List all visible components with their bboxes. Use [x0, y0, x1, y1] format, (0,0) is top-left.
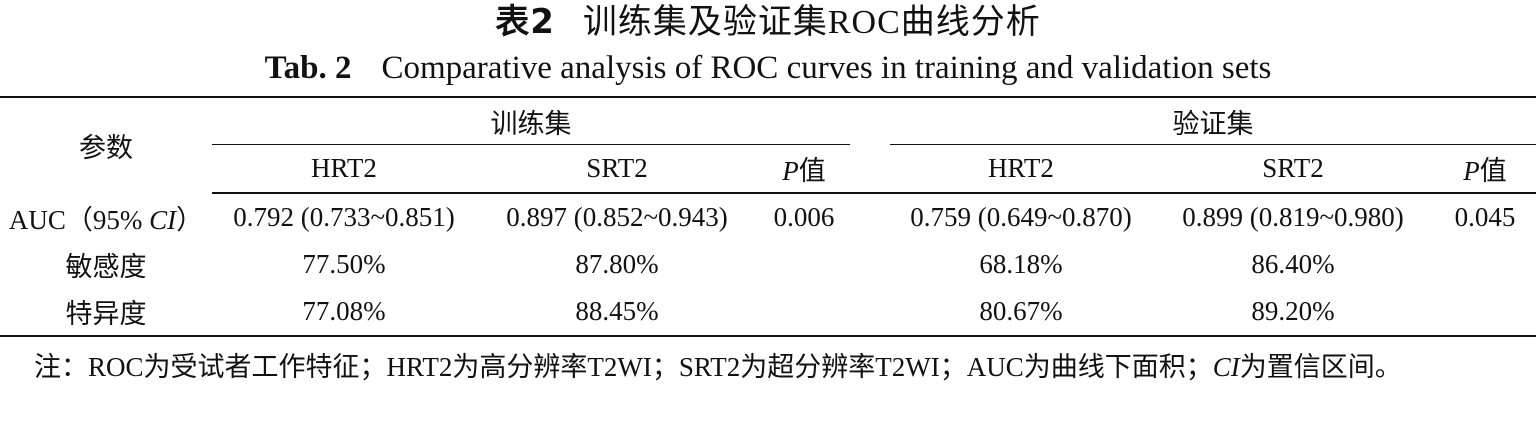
cell-valid-p-sensitivity [1434, 241, 1536, 288]
table-number-chinese: 表2 [495, 2, 555, 42]
row-label-sensitivity: 敏感度 [65, 252, 147, 282]
table-title-english: Tab. 2 Comparative analysis of ROC curves… [0, 48, 1536, 88]
table-row-auc: AUC（95% CI） 0.792 (0.733~0.851) 0.897 (0… [0, 193, 1536, 241]
table-row-specificity: 特异度 77.08% 88.45% 80.67% 89.20% [0, 288, 1536, 337]
cell-valid-srt2-specificity: 89.20% [1152, 288, 1434, 337]
table-row-sensitivity: 敏感度 77.50% 87.80% 68.18% 86.40% [0, 241, 1536, 288]
col-header-valid-srt2: SRT2 [1152, 144, 1434, 194]
cell-valid-hrt2-specificity: 80.67% [890, 288, 1152, 337]
table-number-english: Tab. 2 [264, 50, 352, 86]
cell-train-p-specificity [758, 288, 850, 337]
table-caption-english: Comparative analysis of ROC curves in tr… [381, 50, 1272, 86]
header-row-columns: HRT2 SRT2 P值 HRT2 SRT2 P值 [0, 144, 1536, 194]
row-label-auc: AUC（95% CI） [8, 204, 204, 235]
roc-comparison-table: 参数 训练集 验证集 HRT2 SRT2 P值 HRT2 SRT2 P值 AUC… [0, 96, 1536, 337]
col-header-train-srt2: SRT2 [476, 144, 758, 194]
col-header-train-hrt2: HRT2 [212, 144, 476, 194]
col-header-train-p: P值 [758, 144, 850, 194]
group-gap [850, 96, 890, 145]
row-label-specificity: 特异度 [0, 288, 212, 337]
cell-train-hrt2-auc: 0.792 (0.733~0.851) [233, 202, 455, 232]
group-header-training: 训练集 [212, 96, 850, 145]
table-caption-chinese: 训练集及验证集ROC曲线分析 [582, 4, 1041, 41]
table-footnote: 注：ROC为受试者工作特征；HRT2为高分辨率T2WI；SRT2为超分辨率T2W… [4, 349, 1534, 385]
cell-train-hrt2-specificity: 77.08% [212, 288, 476, 337]
cell-train-hrt2-sensitivity: 77.50% [302, 249, 386, 279]
col-header-valid-p: P值 [1434, 144, 1536, 194]
group-gap [850, 144, 890, 194]
footnote-text: 注：ROC为受试者工作特征；HRT2为高分辨率T2WI；SRT2为超分辨率T2W… [34, 352, 1213, 382]
cell-valid-srt2-sensitivity: 86.40% [1251, 249, 1335, 279]
cell-valid-p-auc: 0.045 [1454, 202, 1516, 232]
footnote-text-end: 为置信区间。 [1239, 352, 1402, 382]
col-header-valid-hrt2: HRT2 [890, 144, 1152, 194]
cell-train-srt2-auc: 0.897 (0.852~0.943) [506, 202, 728, 232]
cell-train-p-sensitivity [758, 241, 850, 288]
cell-valid-hrt2-auc: 0.759 (0.649~0.870) [910, 202, 1132, 232]
group-gap [850, 193, 890, 241]
group-gap [850, 241, 890, 288]
cell-valid-srt2-auc: 0.899 (0.819~0.980) [1182, 202, 1404, 232]
group-header-validation: 验证集 [890, 96, 1536, 145]
param-header: 参数 [0, 96, 212, 193]
cell-valid-p-specificity [1434, 288, 1536, 337]
header-row-groups: 参数 训练集 验证集 [0, 96, 1536, 193]
footnote-ci: CI [1212, 352, 1240, 382]
cell-valid-hrt2-sensitivity: 68.18% [979, 249, 1063, 279]
cell-train-srt2-sensitivity: 87.80% [575, 249, 659, 279]
cell-train-p-auc: 0.006 [773, 202, 835, 232]
table-title-chinese: 表2 训练集及验证集ROC曲线分析 [0, 2, 1536, 43]
group-gap [850, 288, 890, 337]
cell-train-srt2-specificity: 88.45% [476, 288, 758, 337]
